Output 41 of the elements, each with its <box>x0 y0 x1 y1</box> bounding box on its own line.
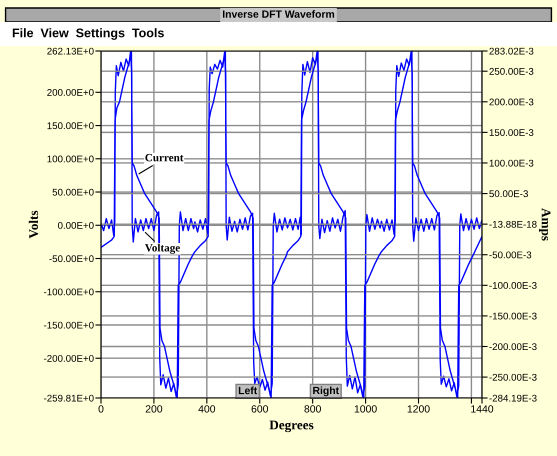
y-tick-label: 100.00E+0 <box>47 156 94 162</box>
y2-tick-label: -150.00E-3 <box>489 312 537 320</box>
x-axis-title: Degrees <box>270 420 314 432</box>
y-tick-label: 0.00E+0 <box>58 222 94 229</box>
annotation: Left <box>238 386 258 394</box>
y-tick-label: 200.00E+0 <box>47 89 94 96</box>
x-tick-label: 400 <box>198 405 216 413</box>
y-tick-label: -150.00E+0 <box>44 322 94 329</box>
y2-tick-label: -284.19E-3 <box>489 394 537 402</box>
y2-tick-label: -200.00E-3 <box>489 343 537 350</box>
y-tick-label: 150.00E+0 <box>47 122 94 130</box>
x-tick-label: 200 <box>146 405 162 413</box>
y-axis-title: Volts <box>28 210 38 238</box>
y2-tick-label: -50.00E-3 <box>489 251 532 258</box>
annotation: Right <box>313 386 339 396</box>
y-tick-label: 50.00E+0 <box>52 188 94 196</box>
y2-tick-label: 100.00E-3 <box>490 160 534 167</box>
y2-tick-label: -100.00E-3 <box>489 282 537 289</box>
y-tick-label: -259.81E+0 <box>44 394 94 402</box>
series-label: Current <box>145 154 184 162</box>
y-tick-label: -50.00E+0 <box>49 255 94 262</box>
x-tick-label: 600 <box>252 405 268 413</box>
x-tick-label: 1440 <box>471 405 494 413</box>
series-label: Voltage <box>144 244 180 254</box>
chart-title: Inverse DFT Waveform <box>222 10 334 18</box>
y2-axis-title: Amps <box>538 208 550 241</box>
y2-tick-label: -13.88E-18 <box>489 220 537 228</box>
y-tick-label: -100.00E+0 <box>44 288 94 296</box>
y2-tick-label: 200.00E-3 <box>489 98 534 106</box>
y2-tick-label: 150.00E-3 <box>490 129 534 136</box>
text: File View Settings Tools <box>12 28 164 40</box>
y2-tick-label: 250.00E-3 <box>489 68 534 75</box>
y-tick-label: -200.00E+0 <box>44 354 94 362</box>
y2-tick-label: 283.02E-3 <box>489 48 534 55</box>
x-tick-label: 1200 <box>408 405 430 413</box>
y2-tick-label: -250.00E-3 <box>489 374 537 381</box>
x-tick-label: 0 <box>98 405 104 413</box>
x-tick-label: 800 <box>304 405 321 413</box>
x-tick-label: 1000 <box>354 405 377 413</box>
y2-tick-label: 50.00E-3 <box>489 190 528 198</box>
y-tick-label: 262.13E+0 <box>47 48 94 55</box>
